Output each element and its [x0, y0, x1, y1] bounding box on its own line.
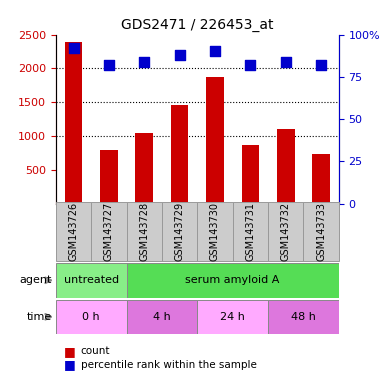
Text: serum amyloid A: serum amyloid A [186, 275, 280, 285]
Bar [127, 263, 339, 298]
Point [177, 52, 183, 58]
Text: time: time [27, 312, 52, 322]
Text: count: count [81, 346, 110, 356]
Text: 48 h: 48 h [291, 312, 316, 322]
Point [247, 62, 253, 68]
Bar [91, 202, 127, 261]
Bar [127, 300, 197, 334]
Bar [233, 202, 268, 261]
Bar [197, 202, 233, 261]
Bar [56, 300, 127, 334]
Text: agent: agent [20, 275, 52, 285]
Text: untreated: untreated [64, 275, 119, 285]
Bar [241, 145, 259, 204]
Bar [162, 202, 197, 261]
Bar [65, 42, 82, 204]
Title: GDS2471 / 226453_at: GDS2471 / 226453_at [121, 18, 274, 32]
Text: 0 h: 0 h [82, 312, 100, 322]
Bar [56, 202, 91, 261]
Bar [312, 154, 330, 204]
Bar [277, 129, 295, 204]
Bar [268, 300, 339, 334]
Bar [303, 202, 339, 261]
Text: GSM143726: GSM143726 [69, 202, 79, 261]
Text: GSM143733: GSM143733 [316, 202, 326, 261]
Text: 4 h: 4 h [153, 312, 171, 322]
Point [141, 58, 147, 65]
Text: GSM143729: GSM143729 [175, 202, 185, 261]
Point [318, 62, 324, 68]
Text: ■: ■ [64, 345, 75, 358]
Bar [268, 202, 303, 261]
Bar [56, 263, 127, 298]
Text: percentile rank within the sample: percentile rank within the sample [81, 360, 257, 370]
Text: GSM143727: GSM143727 [104, 202, 114, 261]
Text: 24 h: 24 h [220, 312, 245, 322]
Bar [197, 300, 268, 334]
Text: GSM143732: GSM143732 [281, 202, 291, 261]
Bar [136, 132, 153, 204]
Point [106, 62, 112, 68]
Bar [206, 77, 224, 204]
Point [212, 48, 218, 55]
Bar [127, 202, 162, 261]
Bar [171, 105, 189, 204]
Bar [100, 150, 118, 204]
Text: GSM143730: GSM143730 [210, 202, 220, 261]
Text: ■: ■ [64, 358, 75, 371]
Text: GSM143731: GSM143731 [245, 202, 255, 261]
Point [70, 45, 77, 51]
Point [283, 58, 289, 65]
Text: GSM143728: GSM143728 [139, 202, 149, 261]
